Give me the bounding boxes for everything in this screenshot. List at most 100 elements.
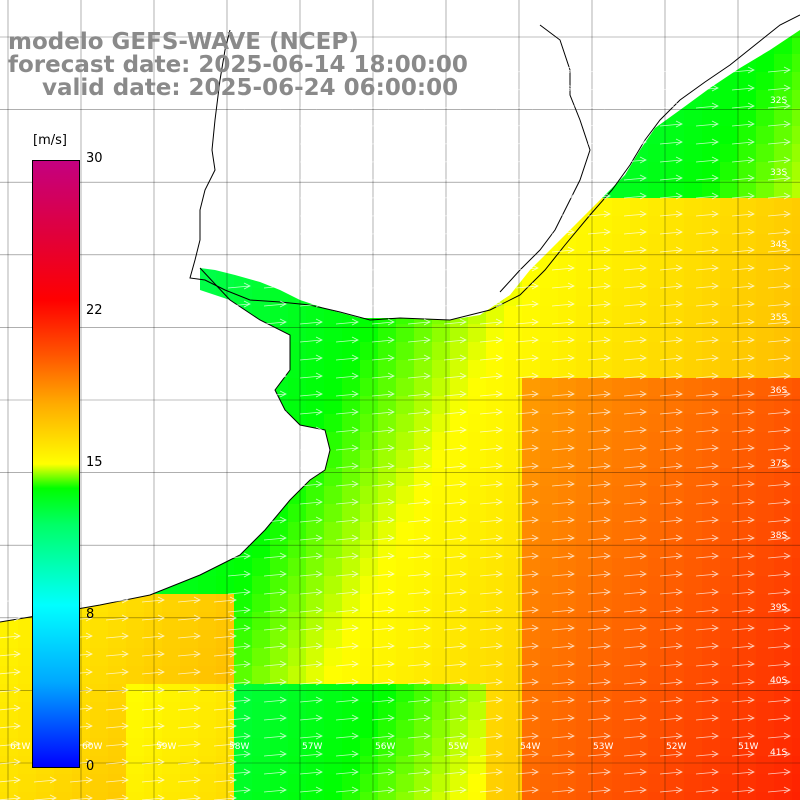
field-cell <box>252 288 270 306</box>
field-cell <box>702 360 720 378</box>
wind-arrow <box>767 786 791 794</box>
field-cell <box>180 666 198 684</box>
field-cell <box>792 792 800 800</box>
colorbar-unit: [m/s] <box>33 133 67 148</box>
lat-label: 35S <box>770 313 788 323</box>
wind-arrow <box>695 264 719 272</box>
wind-arrow <box>659 696 683 704</box>
wind-arrow <box>371 372 395 380</box>
wind-arrow <box>695 408 719 416</box>
wind-arrow <box>263 354 287 362</box>
field-cell <box>612 792 630 800</box>
wind-arrow <box>695 498 719 506</box>
field-cell <box>522 792 540 800</box>
field-cell <box>738 666 756 684</box>
field-cell <box>126 684 144 702</box>
field-cell <box>108 648 126 666</box>
field-cell <box>360 558 378 576</box>
field-cell <box>306 738 324 756</box>
field-cell <box>774 720 792 738</box>
field-cell <box>792 288 800 306</box>
field-cell <box>18 630 36 648</box>
field-cell <box>684 306 702 324</box>
wind-arrow <box>141 722 165 730</box>
wind-arrow <box>263 372 287 380</box>
field-cell <box>288 756 306 774</box>
field-cell <box>306 774 324 792</box>
field-cell <box>684 450 702 468</box>
wind-arrow <box>551 534 575 542</box>
field-cell <box>684 126 702 144</box>
wind-arrow <box>767 138 791 146</box>
wind-arrow <box>767 192 791 200</box>
field-cell <box>108 792 126 800</box>
field-cell <box>756 144 774 162</box>
field-cell <box>396 576 414 594</box>
wind-arrow <box>767 696 791 704</box>
field-cell <box>720 468 738 486</box>
wind-arrow <box>263 750 287 758</box>
wind-arrow <box>227 786 251 794</box>
field-cell <box>414 702 432 720</box>
field-cell <box>666 324 684 342</box>
wind-arrow <box>479 138 503 146</box>
field-cell <box>378 378 396 396</box>
wind-arrow <box>659 300 683 308</box>
wind-arrow <box>551 678 575 686</box>
wind-arrow <box>443 552 467 560</box>
field-cell <box>666 198 684 216</box>
field-cell <box>504 720 522 738</box>
wind-arrow <box>335 120 359 128</box>
field-cell <box>684 486 702 504</box>
wind-arrow <box>551 642 575 650</box>
wind-arrow <box>443 228 467 236</box>
field-cell <box>630 450 648 468</box>
field-cell <box>666 486 684 504</box>
field-cell <box>792 306 800 324</box>
field-cell <box>522 648 540 666</box>
wind-arrow <box>407 786 431 794</box>
wind-arrow <box>623 660 647 668</box>
field-cell <box>270 720 288 738</box>
wind-arrow <box>105 632 129 640</box>
wind-arrow <box>695 696 719 704</box>
field-cell <box>774 630 792 648</box>
wind-arrow <box>731 624 755 632</box>
field-cell <box>558 540 576 558</box>
field-cell <box>306 306 324 324</box>
wind-arrow <box>335 786 359 794</box>
field-cell <box>468 630 486 648</box>
field-cell <box>648 450 666 468</box>
field-cell <box>792 126 800 144</box>
wind-arrow <box>0 686 21 694</box>
field-cell <box>792 144 800 162</box>
field-cell <box>270 522 288 540</box>
field-cell <box>342 360 360 378</box>
field-cell <box>792 522 800 540</box>
wind-arrow <box>263 246 287 254</box>
field-cell <box>252 666 270 684</box>
wind-arrow <box>515 84 539 92</box>
wind-arrow <box>407 408 431 416</box>
field-cell <box>0 702 18 720</box>
wind-arrow <box>371 498 395 506</box>
field-cell <box>702 198 720 216</box>
field-cell <box>342 324 360 342</box>
wind-arrow <box>0 668 21 676</box>
field-cell <box>684 648 702 666</box>
field-cell <box>648 144 666 162</box>
field-cell <box>720 342 738 360</box>
field-cell <box>306 486 324 504</box>
wind-arrow <box>515 318 539 326</box>
field-cell <box>234 594 252 612</box>
field-cell <box>558 702 576 720</box>
wind-arrow <box>587 624 611 632</box>
field-cell <box>630 414 648 432</box>
field-cell <box>702 612 720 630</box>
field-cell <box>486 792 504 800</box>
field-cell <box>234 576 252 594</box>
wind-arrow <box>659 714 683 722</box>
wind-arrow <box>623 624 647 632</box>
field-cell <box>234 774 252 792</box>
wind-arrow <box>767 714 791 722</box>
